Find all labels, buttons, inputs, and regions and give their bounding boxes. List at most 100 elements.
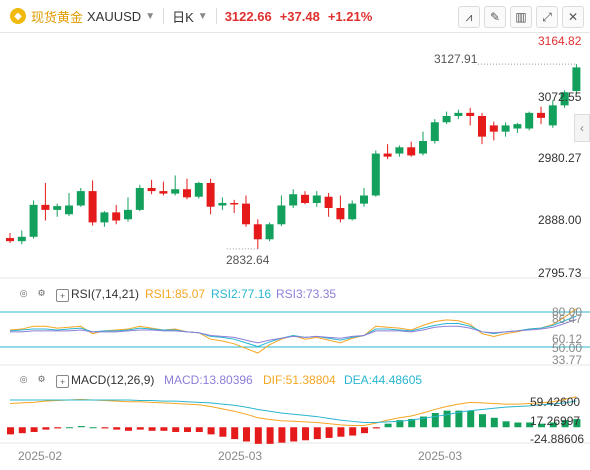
candle-body (289, 194, 298, 206)
macd-bar (7, 427, 14, 435)
dea-line (10, 399, 577, 423)
instrument-name[interactable]: 现货黄金 (31, 9, 84, 25)
date-axis-label: 2025-02 (18, 449, 63, 463)
rsi3-line (10, 319, 577, 344)
macd-bar (561, 420, 569, 428)
low-annotation: 2832.64 (226, 253, 270, 267)
candle-body (29, 204, 38, 237)
rsi2-line (9, 315, 577, 348)
settings-icon[interactable]: ⚙ (37, 374, 46, 384)
macd-bar (148, 427, 156, 431)
candle-body (88, 191, 97, 223)
candle-body (501, 125, 510, 132)
candle-body (525, 112, 534, 129)
high-annotation: 3127.91 (434, 52, 478, 66)
toolbar: ⩘ ✎ ▥ ⤢ ✕ (458, 6, 584, 28)
candle-body (383, 153, 392, 157)
expand-panel-icon[interactable]: + (56, 289, 69, 302)
macd-bar (66, 427, 73, 429)
macd-bar (207, 427, 215, 435)
eye-icon[interactable]: ◎ (19, 288, 28, 298)
macd-bar (337, 427, 345, 437)
macd-bar (502, 421, 510, 428)
rsi-axis-label: 50.00 (552, 341, 583, 355)
dif-line (9, 396, 577, 426)
macd-bar (231, 427, 239, 440)
divider (163, 8, 165, 24)
macd-bar (514, 422, 522, 428)
macd-bar (431, 413, 439, 428)
gold-coin-icon: ◆ (10, 8, 26, 24)
macd-bar (290, 427, 298, 442)
candle-body (371, 153, 380, 196)
candle-body (395, 147, 404, 154)
dif-value: DIF:51.38804 (263, 373, 336, 387)
candle-body (206, 182, 215, 207)
candle-body (17, 236, 26, 242)
settings-icon[interactable]: ⚙ (37, 288, 46, 298)
candle-body (230, 202, 239, 205)
macd-bar (54, 427, 62, 429)
close-icon[interactable]: ✕ (562, 6, 584, 28)
expand-panel-icon[interactable]: + (56, 375, 69, 388)
macd-bar (184, 427, 191, 432)
macd-bar (573, 419, 581, 428)
timeframe-selector[interactable]: 日K (172, 9, 194, 25)
price-change-percent: +1.21% (327, 8, 373, 24)
macd-bar (113, 427, 121, 430)
macd-bar (77, 426, 85, 428)
macd-bar (30, 427, 38, 432)
indicator-icon[interactable]: ⩘ (458, 6, 480, 28)
chart-type-icon[interactable]: ▥ (510, 6, 532, 28)
candle-body (147, 187, 156, 192)
macd-bar (160, 427, 168, 431)
candle-body (65, 205, 73, 215)
candle-body (171, 189, 180, 194)
rsi3-value: RSI3:73.35 (276, 287, 337, 301)
candle-body (277, 205, 286, 225)
draw-icon[interactable]: ✎ (484, 6, 506, 28)
macd-bar (101, 427, 109, 429)
macd-bar (195, 427, 203, 432)
candle-body (76, 191, 85, 206)
price-axis-label: 2888.00 (538, 213, 582, 227)
rsi-axis-label: 33.77 (552, 353, 583, 367)
candle-body (135, 187, 144, 210)
candle-body (360, 195, 368, 204)
macd-bar (172, 427, 180, 432)
macd-bar (325, 427, 333, 438)
rsi-axis-label: 80.00 (552, 305, 583, 319)
rsi-title: RSI(7,14,21) (71, 287, 140, 301)
rsi2-value: RSI2:77.16 (211, 287, 272, 301)
macd-bar (266, 427, 274, 444)
macd-bar (396, 420, 404, 428)
chevron-down-icon[interactable]: ▼ (145, 10, 156, 22)
macd-axis-label: 17.26997 (530, 414, 581, 428)
macd-bar (243, 427, 250, 442)
divider (215, 8, 217, 24)
macd-bar (18, 427, 26, 434)
macd-bar (526, 422, 534, 428)
macd-bar (361, 427, 368, 434)
candle-body (489, 125, 498, 132)
candle-body (407, 147, 416, 156)
expand-icon[interactable]: ⤢ (536, 6, 558, 28)
candle-body (324, 196, 333, 208)
symbol-header: ◆ 现货黄金 XAUUSD ▼ 日K ▼ 3122.66 +37.48 +1.2… (0, 0, 590, 33)
eye-icon[interactable]: ◎ (19, 374, 28, 384)
timeframe-chevron-icon[interactable]: ▼ (197, 10, 208, 22)
macd-bar (490, 417, 498, 428)
macd-value: MACD:13.80396 (164, 373, 253, 387)
last-price: 3122.66 (224, 8, 272, 24)
price-change: +37.48 (279, 8, 320, 24)
macd-bar (302, 427, 309, 441)
instrument-symbol[interactable]: XAUUSD (87, 8, 142, 24)
candle-body (41, 204, 50, 210)
price-axis-label: 3164.82 (538, 34, 582, 48)
candle-body (112, 212, 121, 221)
candle-body (218, 202, 227, 206)
macd-bar (455, 410, 463, 428)
collapse-panel-icon[interactable]: ‹ (574, 114, 590, 142)
candle-body (183, 189, 191, 198)
